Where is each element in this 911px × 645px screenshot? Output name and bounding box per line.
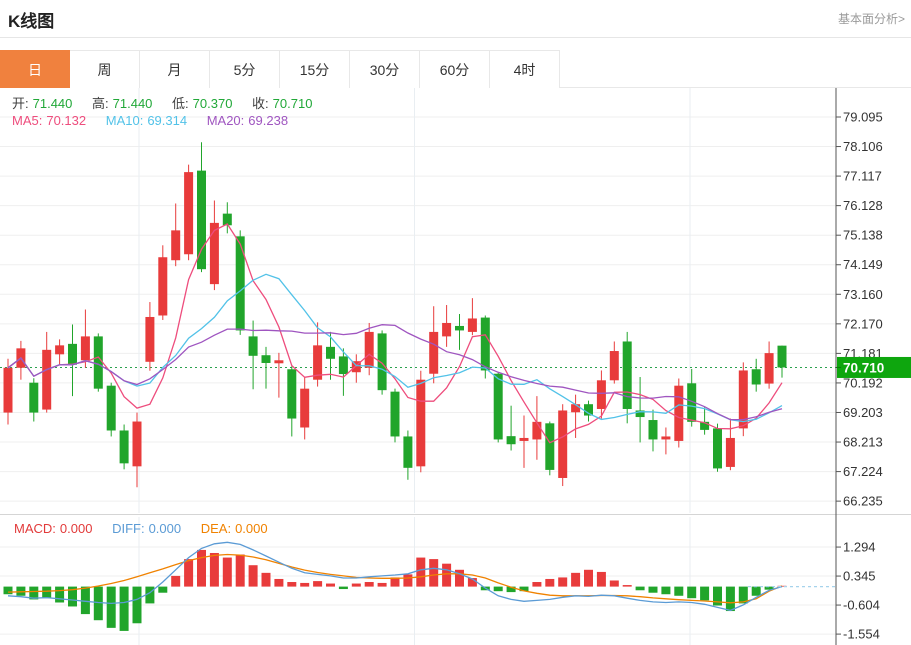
- ma10-line: [7, 273, 783, 423]
- macd-histogram: [3, 549, 787, 631]
- svg-text:67.224: 67.224: [843, 464, 883, 479]
- svg-text:76.128: 76.128: [843, 198, 883, 213]
- svg-text:0.345: 0.345: [843, 569, 876, 584]
- tab-60min[interactable]: 60分: [420, 50, 490, 88]
- svg-text:66.235: 66.235: [843, 494, 883, 509]
- tab-30min[interactable]: 30分: [350, 50, 420, 88]
- svg-text:-0.604: -0.604: [843, 598, 880, 613]
- svg-text:74.149: 74.149: [843, 257, 883, 272]
- svg-text:79.095: 79.095: [843, 110, 883, 125]
- svg-text:70.192: 70.192: [843, 375, 883, 390]
- tab-week[interactable]: 周: [70, 50, 140, 88]
- current-price-badge: 70.710: [836, 356, 911, 378]
- diff-line: [7, 541, 783, 612]
- svg-text:73.160: 73.160: [843, 287, 883, 302]
- fundamental-analysis-link[interactable]: 基本面分析>: [837, 12, 905, 26]
- tab-month[interactable]: 月: [140, 50, 210, 88]
- ma5-line: [7, 223, 783, 444]
- grid-lines: [0, 88, 911, 645]
- kline-chart[interactable]: 79.095 78.106 77.117 76.128 75.138 74.149 73.1…: [0, 88, 911, 645]
- price-axis: 79.095 78.106 77.117 76.128 75.138 74.149 73.1…: [835, 88, 883, 645]
- candles-layer: [3, 142, 787, 488]
- tab-15min[interactable]: 15分: [280, 50, 350, 88]
- svg-text:78.106: 78.106: [843, 139, 883, 154]
- tab-day[interactable]: 日: [0, 50, 70, 88]
- ma20-line: [7, 324, 783, 421]
- svg-text:68.213: 68.213: [843, 435, 883, 450]
- svg-text:70.710: 70.710: [843, 360, 884, 375]
- dea-line: [7, 553, 783, 604]
- tab-4hour[interactable]: 4时: [490, 50, 560, 88]
- svg-text:72.170: 72.170: [843, 316, 883, 331]
- svg-text:75.138: 75.138: [843, 228, 883, 243]
- svg-text:77.117: 77.117: [843, 169, 882, 184]
- tab-5min[interactable]: 5分: [210, 50, 280, 88]
- svg-text:-1.554: -1.554: [843, 627, 880, 642]
- page-title: K线图: [8, 12, 55, 31]
- page-header: K线图 基本面分析>: [0, 0, 911, 38]
- svg-text:69.203: 69.203: [843, 405, 883, 420]
- period-tabs: 日 周 月 5分 15分 30分 60分 4时: [0, 50, 911, 88]
- svg-text:1.294: 1.294: [843, 540, 876, 555]
